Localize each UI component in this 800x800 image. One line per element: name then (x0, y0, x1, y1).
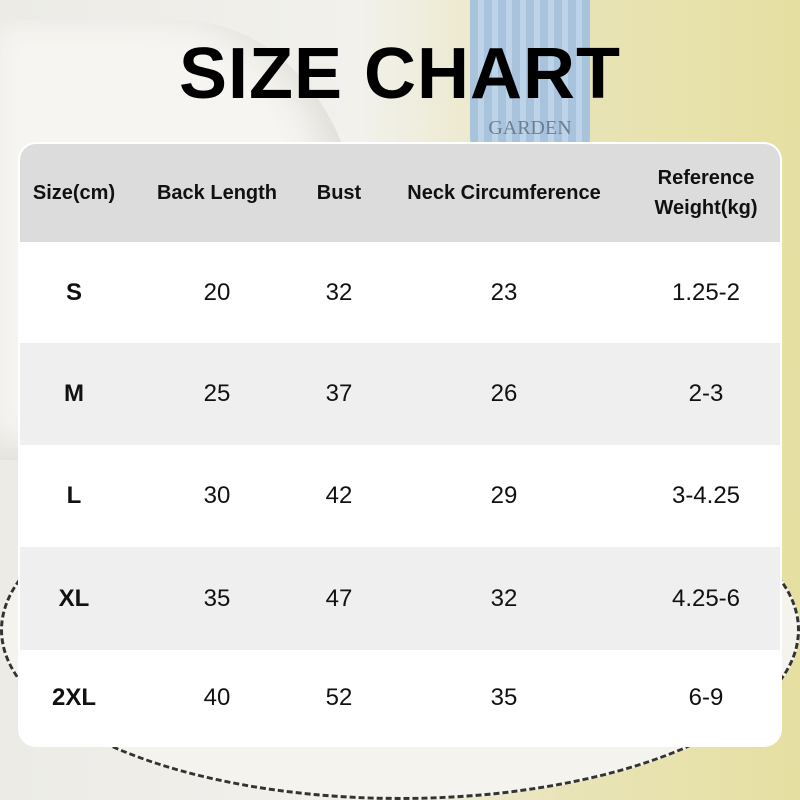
cell-size: S (65, 278, 83, 306)
header-weight-line2: Weight(kg) (654, 197, 758, 219)
cell-back-length: 30 (203, 482, 231, 509)
table-row: L 30 42 29 3-4.25 (20, 445, 780, 547)
cell-neck: 26 (490, 380, 518, 407)
cell-size: M (64, 380, 84, 407)
bucket-label: GARDEN (488, 117, 572, 139)
header-weight: Reference Weight(kg) (655, 163, 758, 223)
cell-back-length: 35 (203, 584, 231, 612)
cell-back-length: 25 (203, 380, 231, 407)
cell-size: 2XL (51, 683, 97, 711)
cell-bust: 37 (325, 380, 353, 407)
cell-bust: 47 (325, 584, 353, 612)
table-row: M 25 37 26 2-3 (20, 343, 780, 445)
cell-neck: 23 (490, 278, 518, 306)
cell-bust: 42 (325, 482, 353, 509)
header-size: Size(cm) (32, 182, 116, 204)
header-weight-line1: Reference (657, 167, 755, 189)
cell-neck: 35 (490, 683, 518, 711)
table-row: 2XL 40 52 35 6-9 (20, 650, 780, 745)
cell-size: L (66, 482, 82, 509)
size-table: Size(cm) Back Length Bust Neck Circumfer… (20, 144, 780, 745)
header-back-length: Back Length (156, 182, 278, 204)
cell-weight: 6-9 (688, 683, 724, 711)
cell-neck: 29 (490, 482, 518, 509)
cell-size: XL (58, 584, 90, 612)
table-row: S 20 32 23 1.25-2 (20, 242, 780, 343)
cell-back-length: 40 (203, 683, 231, 711)
background-bucket (470, 0, 590, 150)
cell-weight: 1.25-2 (671, 278, 741, 306)
cell-back-length: 20 (203, 278, 231, 306)
cell-bust: 32 (325, 278, 353, 306)
cell-weight: 4.25-6 (671, 584, 741, 612)
cell-weight: 2-3 (688, 380, 724, 407)
cell-neck: 32 (490, 584, 518, 612)
page-title: SIZE CHART (179, 34, 621, 114)
cell-weight: 3-4.25 (671, 482, 741, 509)
header-bust: Bust (316, 182, 362, 204)
header-neck: Neck Circumference (407, 182, 601, 204)
table-header: Size(cm) Back Length Bust Neck Circumfer… (20, 144, 780, 242)
cell-bust: 52 (325, 683, 353, 711)
table-row: XL 35 47 32 4.25-6 (20, 547, 780, 650)
